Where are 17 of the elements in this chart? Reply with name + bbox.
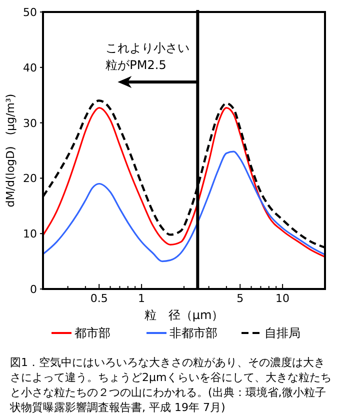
y-tick-label: 30 bbox=[23, 116, 37, 130]
x-axis-title: 粒 径（μm） bbox=[144, 308, 224, 322]
y-axis-title: dM/d(logD) (μg/m³) bbox=[4, 94, 17, 208]
x-tick-label: 5 bbox=[236, 292, 244, 305]
x-tick-label: 10 bbox=[276, 292, 290, 305]
y-tick-label: 40 bbox=[23, 61, 37, 74]
legend-label: 都市部 bbox=[74, 326, 110, 340]
y-tick-label: 50 bbox=[23, 6, 37, 19]
legend-label: 自排局 bbox=[264, 326, 300, 340]
x-tick-label: 0.5 bbox=[90, 292, 108, 305]
y-tick-label: 20 bbox=[23, 172, 37, 186]
caption: 図1．空気中にはいろいろな大きさの粒があり、その濃度は大きさによって違う。ちょうど2μmくらいを谷にして、大きな粒たちと小さな粒たちの２つの山にわかれる。(出典：環境省,微小粒子状物質曝露影響調査報告書, 平成 19年 7月) bbox=[9, 356, 332, 414]
x-tick-label: 1 bbox=[138, 292, 146, 305]
ref-line-label: これより小さい粒がPM2.5 bbox=[106, 41, 190, 72]
y-tick-label: 0 bbox=[30, 283, 37, 296]
y-tick-label: 10 bbox=[23, 228, 37, 241]
legend-label: 非都市部 bbox=[170, 326, 218, 340]
